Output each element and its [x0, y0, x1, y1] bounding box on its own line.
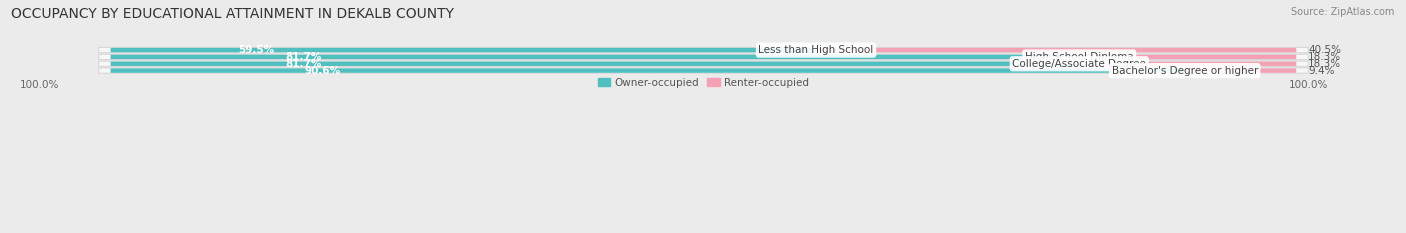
Text: OCCUPANCY BY EDUCATIONAL ATTAINMENT IN DEKALB COUNTY: OCCUPANCY BY EDUCATIONAL ATTAINMENT IN D…	[11, 7, 454, 21]
Text: 59.5%: 59.5%	[238, 45, 274, 55]
Text: Less than High School: Less than High School	[758, 45, 873, 55]
Text: 40.5%: 40.5%	[1308, 45, 1341, 55]
Text: 9.4%: 9.4%	[1308, 66, 1334, 75]
Text: 81.7%: 81.7%	[285, 59, 322, 69]
FancyBboxPatch shape	[1185, 69, 1296, 73]
FancyBboxPatch shape	[111, 62, 1080, 66]
FancyBboxPatch shape	[98, 48, 1308, 53]
Text: 18.3%: 18.3%	[1308, 52, 1341, 62]
Text: 81.7%: 81.7%	[285, 52, 322, 62]
FancyBboxPatch shape	[111, 55, 1080, 59]
Text: 90.6%: 90.6%	[304, 66, 340, 75]
FancyBboxPatch shape	[98, 68, 1308, 73]
Text: 18.3%: 18.3%	[1308, 59, 1341, 69]
FancyBboxPatch shape	[111, 48, 817, 52]
Text: College/Associate Degree: College/Associate Degree	[1012, 59, 1146, 69]
Text: Bachelor's Degree or higher: Bachelor's Degree or higher	[1112, 66, 1258, 75]
Text: Source: ZipAtlas.com: Source: ZipAtlas.com	[1291, 7, 1395, 17]
FancyBboxPatch shape	[111, 69, 1185, 73]
Text: High School Diploma: High School Diploma	[1025, 52, 1133, 62]
FancyBboxPatch shape	[1080, 62, 1296, 66]
FancyBboxPatch shape	[1080, 55, 1296, 59]
FancyBboxPatch shape	[815, 48, 1296, 52]
FancyBboxPatch shape	[98, 61, 1308, 66]
Legend: Owner-occupied, Renter-occupied: Owner-occupied, Renter-occupied	[593, 74, 813, 92]
FancyBboxPatch shape	[98, 54, 1308, 60]
